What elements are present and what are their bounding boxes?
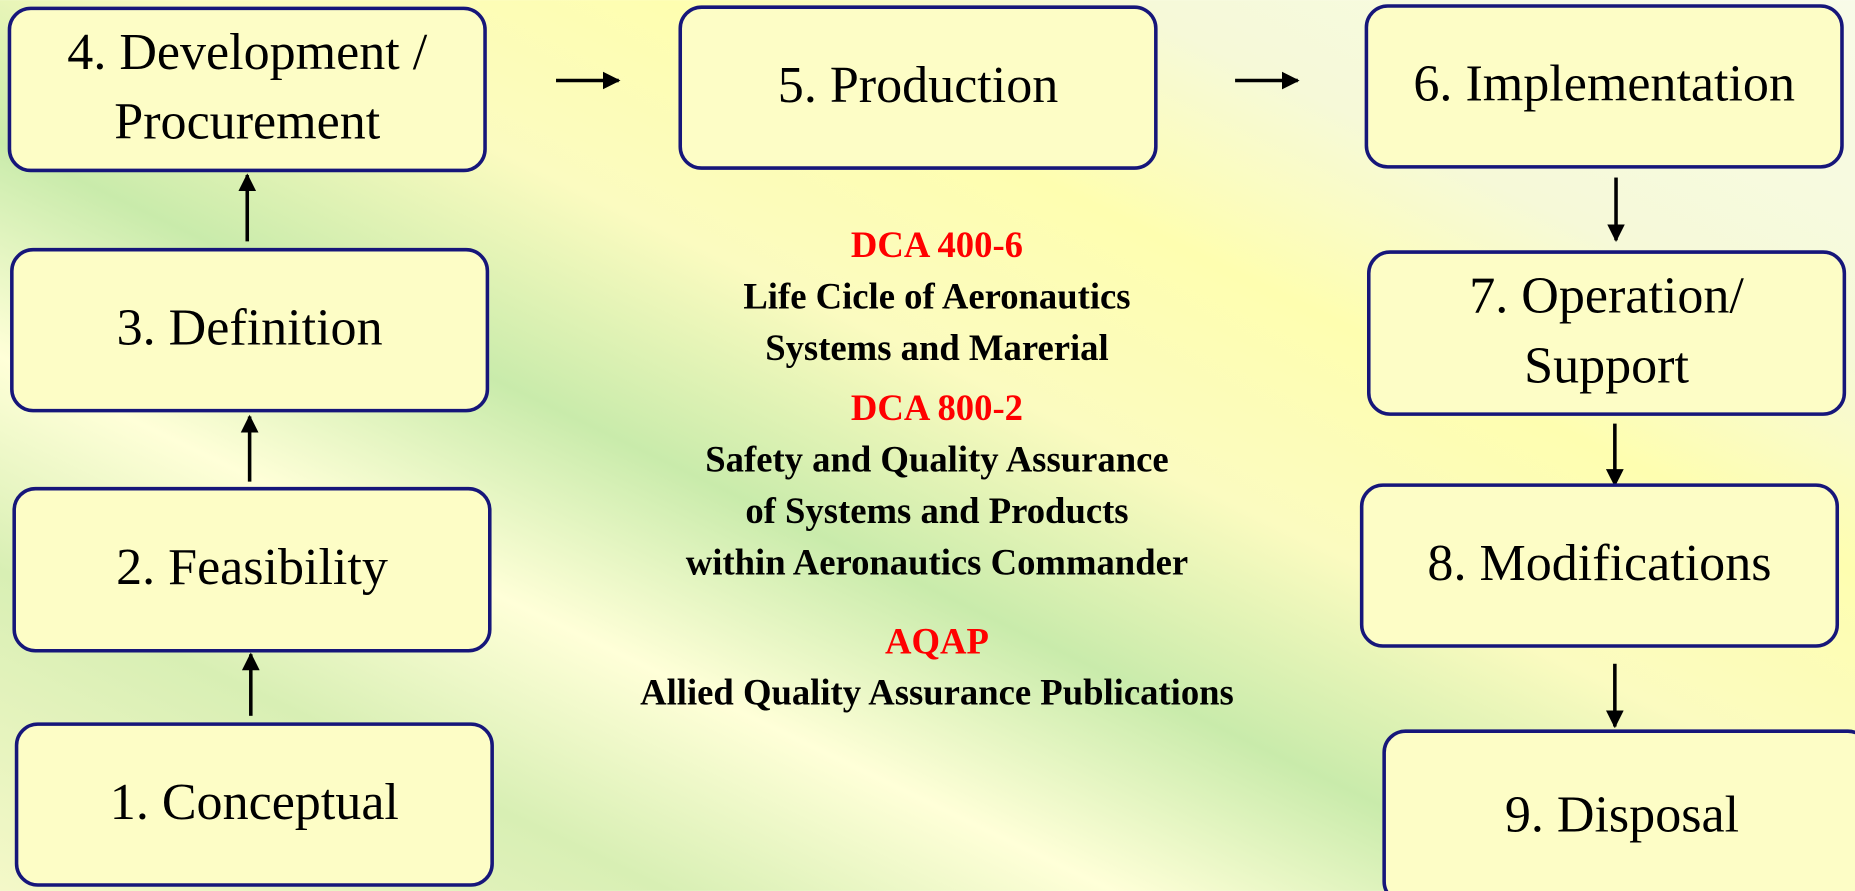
phase-box: 3. Definition xyxy=(10,247,490,413)
standard-note: AQAP Allied Quality Assurance Publication… xyxy=(640,620,1234,712)
box-shape xyxy=(1366,250,1847,416)
standard-note: DCA 800-2 Safety and Quality Assurance of … xyxy=(686,387,1188,582)
note-line: Safety and Quality Assurance xyxy=(705,439,1168,480)
box-label: 2. Feasibility xyxy=(116,539,388,596)
box-shape xyxy=(1359,483,1840,648)
phase-box: 5. Production xyxy=(678,5,1158,170)
standard-note: DCA 400-6 Life Cicle of Aeronautics System… xyxy=(743,224,1130,368)
box-label: Support xyxy=(1524,337,1689,394)
phase-box: 7. Operation/Support xyxy=(1366,250,1847,416)
box-label: 6. Implementation xyxy=(1413,56,1795,113)
note-line: Allied Quality Assurance Publications xyxy=(640,672,1234,713)
box-shape xyxy=(678,5,1158,170)
note-line: within Aeronautics Commander xyxy=(686,542,1188,583)
box-label: 4. Development / xyxy=(67,24,427,81)
phase-box: 2. Feasibility xyxy=(12,486,492,653)
phase-box: 1. Conceptual xyxy=(14,722,494,887)
box-shape xyxy=(14,722,494,887)
box-shape xyxy=(1382,729,1855,891)
box-shape xyxy=(10,247,490,413)
phase-box: 8. Modifications xyxy=(1359,483,1840,648)
note-title: DCA 400-6 xyxy=(851,224,1023,265)
box-label: 3. Definition xyxy=(117,299,383,356)
box-label: 5. Production xyxy=(778,57,1058,114)
box-label: 8. Modifications xyxy=(1427,535,1771,592)
phase-box: 4. Development / Procurement xyxy=(7,6,487,173)
note-line: Systems and Marerial xyxy=(765,327,1108,368)
note-title: DCA 800-2 xyxy=(851,387,1023,428)
note-title: AQAP xyxy=(885,620,989,661)
arrows xyxy=(238,71,1625,729)
box-label: 1. Conceptual xyxy=(110,774,399,831)
note-line: Life Cicle of Aeronautics xyxy=(743,275,1130,316)
box-label: Procurement xyxy=(114,94,380,151)
box-label: 9. Disposal xyxy=(1505,786,1739,843)
box-shape xyxy=(1364,4,1844,169)
phase-box: 6. Implementation xyxy=(1364,4,1844,169)
note-line: of Systems and Products xyxy=(745,490,1128,531)
box-label: 7. Operation/ xyxy=(1469,268,1744,325)
phase-box: 9. Disposal xyxy=(1382,729,1855,891)
box-shape xyxy=(12,486,492,653)
box-shape xyxy=(7,6,487,173)
